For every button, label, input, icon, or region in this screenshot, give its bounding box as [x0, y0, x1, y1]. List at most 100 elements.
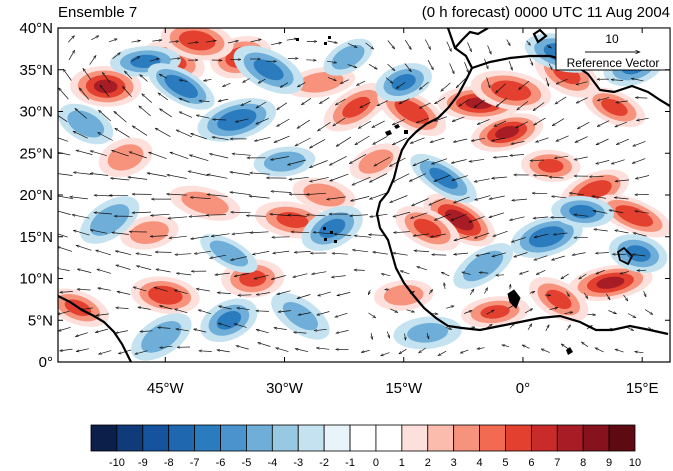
wind-vector	[156, 269, 171, 273]
wind-vector	[534, 233, 549, 237]
y-tick-label: 5°N	[28, 312, 53, 329]
wind-vector	[89, 55, 96, 65]
wind-vector	[132, 126, 148, 136]
colorbar-swatch	[453, 424, 480, 452]
anomaly-field	[58, 28, 670, 361]
wind-vector	[574, 156, 588, 160]
wind-vector	[635, 211, 649, 214]
wind-vector	[406, 309, 415, 312]
wind-vector	[451, 159, 467, 164]
wind-vector	[232, 231, 251, 234]
wind-vector	[204, 79, 212, 81]
anomaly-feature	[160, 28, 234, 61]
wind-vector	[633, 233, 647, 237]
wind-vector	[123, 86, 132, 98]
wind-vector	[298, 312, 311, 316]
wind-vector	[210, 254, 227, 258]
wind-vector	[175, 309, 188, 314]
wind-vector	[517, 101, 529, 110]
wind-vector	[331, 275, 346, 278]
colorbar-swatch	[323, 424, 351, 452]
wind-vector	[595, 347, 604, 353]
wind-vector	[587, 314, 595, 315]
wind-vector	[108, 38, 117, 43]
wind-vector	[140, 75, 148, 82]
wind-vector	[198, 310, 212, 315]
x-tick-label: 45°W	[147, 380, 185, 397]
wind-vector	[561, 273, 569, 279]
wind-vector	[307, 215, 326, 216]
wind-vector	[549, 177, 564, 178]
wind-vector	[606, 293, 610, 300]
wind-vector	[73, 230, 90, 236]
lake-volta	[507, 289, 521, 309]
wind-vector	[396, 82, 406, 88]
wind-vector	[474, 178, 490, 182]
wind-vector	[194, 329, 207, 333]
wind-vector	[427, 332, 429, 339]
wind-vector	[526, 40, 531, 46]
wind-vector	[196, 289, 210, 292]
wind-vector	[102, 72, 111, 84]
anomaly-feature	[301, 205, 363, 251]
wind-vector	[151, 214, 170, 215]
wind-vector	[432, 158, 448, 164]
x-tick-label: 30°W	[266, 380, 304, 397]
wind-vector	[318, 122, 331, 131]
wind-vector	[252, 251, 270, 254]
wind-vector	[354, 236, 372, 238]
wind-vector	[350, 215, 369, 216]
anomaly-feature	[130, 276, 200, 315]
lake-chad	[616, 246, 634, 266]
wind-vector	[464, 310, 472, 314]
wind-vector	[627, 327, 634, 331]
wind-vector	[496, 97, 507, 107]
wind-vector	[327, 60, 337, 63]
colorbar-swatch	[194, 424, 221, 452]
wind-vector	[159, 306, 173, 310]
wind-vector	[215, 272, 230, 275]
wind-vector	[556, 135, 569, 142]
wind-vector	[553, 232, 568, 235]
wind-vector	[115, 330, 128, 334]
wind-vector	[238, 295, 252, 296]
wind-vector	[129, 152, 147, 159]
wind-vector	[75, 108, 88, 119]
wind-vector	[77, 289, 91, 290]
wind-vector	[546, 44, 552, 48]
wind-vector	[60, 292, 73, 293]
wind-vector	[98, 288, 111, 291]
wind-vector	[534, 117, 546, 125]
wind-vector	[116, 308, 129, 309]
wind-vector	[536, 137, 549, 142]
wind-vector	[149, 58, 159, 62]
colorbar-swatch	[220, 424, 247, 452]
wind-vector	[424, 39, 430, 50]
wind-vector	[400, 271, 410, 275]
wind-vector	[419, 81, 429, 89]
wind-vector	[413, 158, 430, 167]
wind-vector	[336, 330, 349, 333]
colorbar-tick-label: -3	[293, 457, 303, 469]
wind-vector	[235, 118, 249, 122]
wind-vector	[83, 68, 91, 80]
colorbar-swatch	[116, 424, 144, 452]
wind-vector	[306, 60, 316, 61]
wind-vector	[569, 193, 584, 196]
cape-verde-islands	[323, 227, 337, 243]
wind-vector	[135, 350, 148, 355]
wind-vector	[63, 69, 72, 81]
wind-vector	[191, 133, 207, 140]
wind-vector	[138, 307, 151, 310]
wind-vector	[614, 198, 629, 200]
wind-vector	[258, 78, 266, 83]
y-tick-label: 0°	[39, 354, 53, 371]
wind-vector	[318, 291, 331, 296]
wind-vector	[112, 150, 129, 157]
wind-vector	[289, 176, 309, 179]
wind-vector	[278, 311, 291, 312]
wind-vector	[492, 176, 507, 178]
wind-vector	[633, 141, 646, 147]
colorbar-tick-label: -2	[319, 457, 329, 469]
wind-vector	[430, 233, 446, 237]
